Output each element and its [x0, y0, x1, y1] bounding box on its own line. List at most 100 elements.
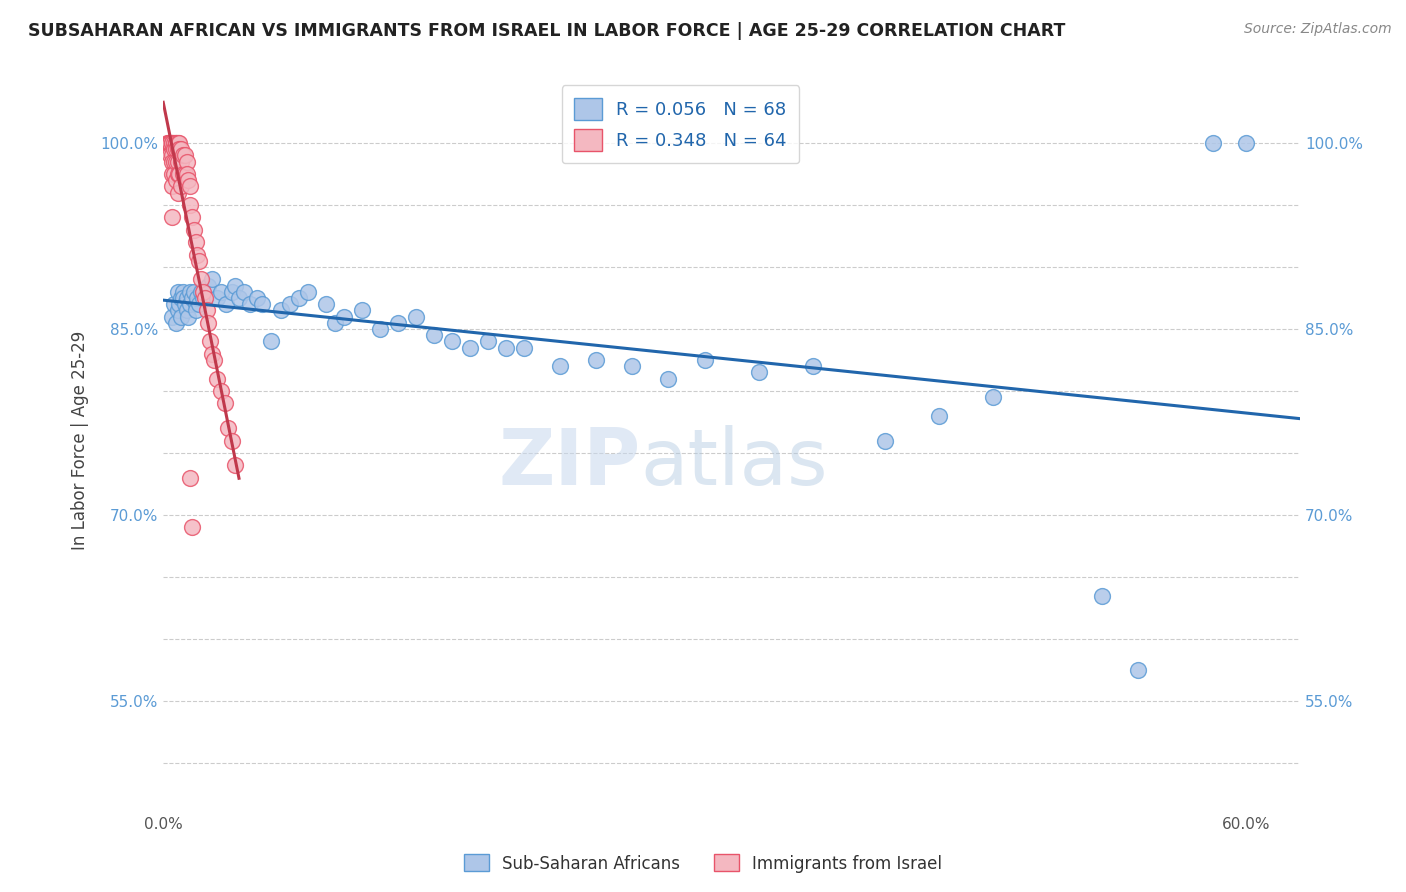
Point	[165, 136, 187, 150]
Point	[201, 347, 224, 361]
Point	[315, 297, 337, 311]
Point	[160, 179, 183, 194]
Point	[186, 291, 208, 305]
Point	[170, 142, 193, 156]
Point	[163, 154, 186, 169]
Point	[209, 384, 232, 398]
Point	[163, 142, 186, 156]
Point	[184, 297, 207, 311]
Point	[188, 297, 211, 311]
Point	[173, 167, 195, 181]
Point	[176, 154, 198, 169]
Point	[495, 341, 517, 355]
Point	[513, 341, 536, 355]
Point	[172, 167, 194, 181]
Point	[176, 167, 198, 181]
Point	[179, 297, 201, 311]
Point	[160, 154, 183, 169]
Point	[169, 167, 191, 181]
Point	[170, 154, 193, 169]
Point	[160, 310, 183, 324]
Point	[170, 310, 193, 324]
Point	[179, 285, 201, 299]
Point	[176, 303, 198, 318]
Point	[214, 396, 236, 410]
Legend: R = 0.056   N = 68, R = 0.348   N = 64: R = 0.056 N = 68, R = 0.348 N = 64	[562, 85, 799, 163]
Point	[207, 291, 229, 305]
Point	[221, 285, 243, 299]
Point	[157, 136, 180, 150]
Point	[188, 253, 211, 268]
Point	[287, 291, 309, 305]
Text: atlas: atlas	[641, 425, 828, 500]
Point	[224, 458, 246, 473]
Point	[181, 211, 204, 225]
Point	[270, 303, 292, 318]
Point	[477, 334, 499, 349]
Point	[165, 316, 187, 330]
Point	[194, 291, 217, 305]
Point	[166, 154, 188, 169]
Point	[166, 285, 188, 299]
Point	[1202, 136, 1225, 150]
Text: SUBSAHARAN AFRICAN VS IMMIGRANTS FROM ISRAEL IN LABOR FORCE | AGE 25-29 CORRELAT: SUBSAHARAN AFRICAN VS IMMIGRANTS FROM IS…	[28, 22, 1066, 40]
Point	[177, 310, 200, 324]
Y-axis label: In Labor Force | Age 25-29: In Labor Force | Age 25-29	[72, 331, 89, 550]
Point	[191, 285, 214, 299]
Point	[585, 353, 607, 368]
Point	[166, 303, 188, 318]
Point	[177, 173, 200, 187]
Point	[166, 142, 188, 156]
Point	[195, 303, 218, 318]
Point	[166, 186, 188, 200]
Point	[183, 223, 205, 237]
Point	[172, 148, 194, 162]
Point	[233, 285, 256, 299]
Point	[172, 285, 194, 299]
Point	[246, 291, 269, 305]
Point	[160, 211, 183, 225]
Point	[209, 285, 232, 299]
Point	[181, 520, 204, 534]
Point	[157, 136, 180, 150]
Point	[170, 291, 193, 305]
Point	[169, 142, 191, 156]
Point	[252, 297, 274, 311]
Point	[224, 278, 246, 293]
Point	[165, 136, 187, 150]
Point	[190, 285, 212, 299]
Point	[183, 285, 205, 299]
Point	[405, 310, 427, 324]
Point	[184, 235, 207, 249]
Point	[215, 297, 238, 311]
Point	[260, 334, 283, 349]
Point	[170, 179, 193, 194]
Point	[191, 291, 214, 305]
Point	[169, 297, 191, 311]
Point	[172, 291, 194, 305]
Point	[297, 285, 319, 299]
Point	[197, 278, 219, 293]
Point	[160, 167, 183, 181]
Point	[217, 421, 239, 435]
Point	[201, 272, 224, 286]
Point	[621, 359, 644, 373]
Point	[179, 471, 201, 485]
Point	[156, 136, 179, 150]
Point	[221, 434, 243, 448]
Point	[166, 167, 188, 181]
Point	[166, 136, 188, 150]
Point	[458, 341, 481, 355]
Legend: Sub-Saharan Africans, Immigrants from Israel: Sub-Saharan Africans, Immigrants from Is…	[457, 847, 949, 880]
Point	[157, 136, 180, 150]
Point	[423, 328, 446, 343]
Point	[173, 148, 195, 162]
Point	[1126, 663, 1149, 677]
Point	[173, 297, 195, 311]
Point	[1090, 589, 1112, 603]
Point	[207, 371, 229, 385]
Point	[159, 136, 181, 150]
Point	[278, 297, 301, 311]
Point	[368, 322, 391, 336]
Point	[197, 316, 219, 330]
